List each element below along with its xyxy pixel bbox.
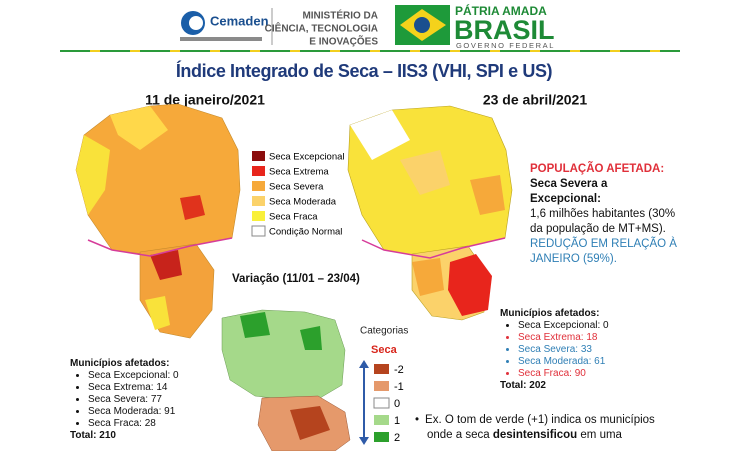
- legend-label: Seca Fraca: [269, 212, 318, 223]
- municipalities-list: Seca Excepcional: 0 Seca Extrema: 18 Sec…: [500, 320, 609, 380]
- category-label: 2: [394, 432, 400, 444]
- municipalities-title: Municípios afetados:: [70, 358, 170, 369]
- category-swatch: [373, 397, 390, 409]
- category-swatch: [374, 432, 389, 442]
- population-box: POPULAÇÃO AFETADA: Seca Severa a Excepci…: [530, 162, 680, 267]
- ministry-line: E INOVAÇÕES: [309, 35, 378, 48]
- category-label: -1: [394, 381, 404, 393]
- legend-swatch: [252, 181, 265, 191]
- map-region: [180, 195, 205, 220]
- map-region: [470, 175, 505, 215]
- population-subheading: Seca Severa a Excepcional:: [530, 178, 608, 205]
- note-text: onde a seca: [427, 429, 493, 441]
- population-text: 1,6 milhões habitantes (30% da população…: [530, 207, 680, 267]
- map-region: [350, 110, 410, 160]
- legend-label: Seca Severa: [269, 182, 324, 193]
- note-line: onde a seca desintensificou em uma: [427, 428, 655, 443]
- map-region: [150, 250, 182, 280]
- government: GOVERNO FEDERAL: [456, 41, 555, 50]
- state-border: [87, 237, 233, 257]
- municipalities-right: Municípios afetados: Seca Excepcional: 0…: [500, 308, 609, 392]
- municipalities-item: Seca Extrema: 14: [88, 382, 179, 394]
- map-region: [300, 326, 322, 350]
- legend-label: Seca Excepcional: [269, 152, 345, 163]
- categories-axis: Seca: [371, 344, 398, 356]
- ministry-line: CIÊNCIA, TECNOLOGIA: [265, 22, 378, 35]
- municipalities-list: Seca Excepcional: 0 Seca Extrema: 14 Sec…: [70, 370, 179, 430]
- flag-icon: [414, 17, 430, 33]
- municipalities-total: Total: 210: [70, 430, 116, 441]
- category-label: -2: [394, 364, 404, 376]
- map-region: [400, 150, 450, 195]
- municipalities-item: Seca Moderada: 91: [88, 406, 179, 418]
- categories-title: Categorias: [360, 326, 408, 337]
- municipalities-item: Seca Severa: 77: [88, 394, 179, 406]
- variation-title: Variação (11/01 – 23/04): [232, 273, 360, 285]
- legend-swatch: [252, 196, 265, 206]
- map-region: [76, 135, 110, 215]
- ministry-line: MINISTÉRIO DA: [302, 9, 378, 22]
- slogan: PÁTRIA AMADA: [455, 3, 547, 18]
- date: 11 de janeiro/2021: [145, 92, 265, 108]
- category-label: 1: [394, 415, 400, 427]
- map-region: [412, 258, 444, 296]
- logo-icon: [189, 16, 203, 30]
- map-region: [448, 254, 492, 316]
- category-swatch: [374, 381, 389, 391]
- municipalities-left: Municípios afetados: Seca Excepcional: 0…: [70, 358, 179, 442]
- note: • Ex. O tom de verde (+1) indica os munic…: [415, 413, 655, 443]
- population-heading: POPULAÇÃO AFETADA:: [530, 163, 665, 175]
- municipalities-total: Total: 202: [500, 380, 546, 391]
- map-region: [290, 406, 330, 440]
- map-region: [110, 106, 168, 150]
- title: Índice Integrado de Seca – IIS3 (VHI, SP…: [176, 60, 553, 81]
- municipalities-item: Seca Severa: 33: [518, 344, 609, 356]
- category-label: 0: [394, 398, 400, 410]
- municipalities-item: Seca Moderada: 61: [518, 356, 609, 368]
- country: BRASIL: [454, 15, 555, 45]
- date: 23 de abril/2021: [483, 92, 588, 108]
- category-swatch: [374, 364, 389, 374]
- population-text: 1,6 milhões habitantes (30% da população…: [530, 208, 676, 235]
- map-region: [145, 296, 170, 330]
- legend-swatch: [251, 225, 266, 237]
- municipalities-item: Seca Fraca: 90: [518, 368, 609, 380]
- legend: Seca Excepcional Seca Extrema Seca Sever…: [251, 151, 345, 238]
- category-swatch: [374, 415, 389, 425]
- arrow-head: [359, 437, 369, 445]
- legend-label: Seca Moderada: [269, 197, 337, 208]
- map-region: [240, 312, 270, 338]
- municipalities-item: Seca Excepcional: 0: [518, 320, 609, 332]
- logo-bar: [180, 37, 262, 41]
- municipalities-item: Seca Fraca: 28: [88, 418, 179, 430]
- legend-swatch: [252, 151, 265, 161]
- legend-swatch: [252, 211, 265, 221]
- state-border: [361, 237, 506, 259]
- note-text: Ex. O tom de verde (+1) indica os municí…: [425, 414, 655, 426]
- legend-label: Condição Normal: [269, 227, 342, 238]
- municipalities-item: Seca Extrema: 18: [518, 332, 609, 344]
- arrow-head: [359, 360, 369, 368]
- note-bold: desintensificou: [492, 429, 578, 441]
- note-text: em uma: [577, 429, 622, 441]
- population-highlight: REDUÇÃO EM RELAÇÃO À JANEIRO (59%).: [530, 238, 677, 265]
- municipalities-title: Municípios afetados:: [500, 308, 600, 319]
- logo-text: Cemaden: [210, 13, 269, 28]
- note-line: • Ex. O tom de verde (+1) indica os munic…: [415, 414, 655, 426]
- municipalities-item: Seca Excepcional: 0: [88, 370, 179, 382]
- legend-label: Seca Extrema: [269, 167, 329, 178]
- legend-swatch: [252, 166, 265, 176]
- map-region: [221, 309, 346, 401]
